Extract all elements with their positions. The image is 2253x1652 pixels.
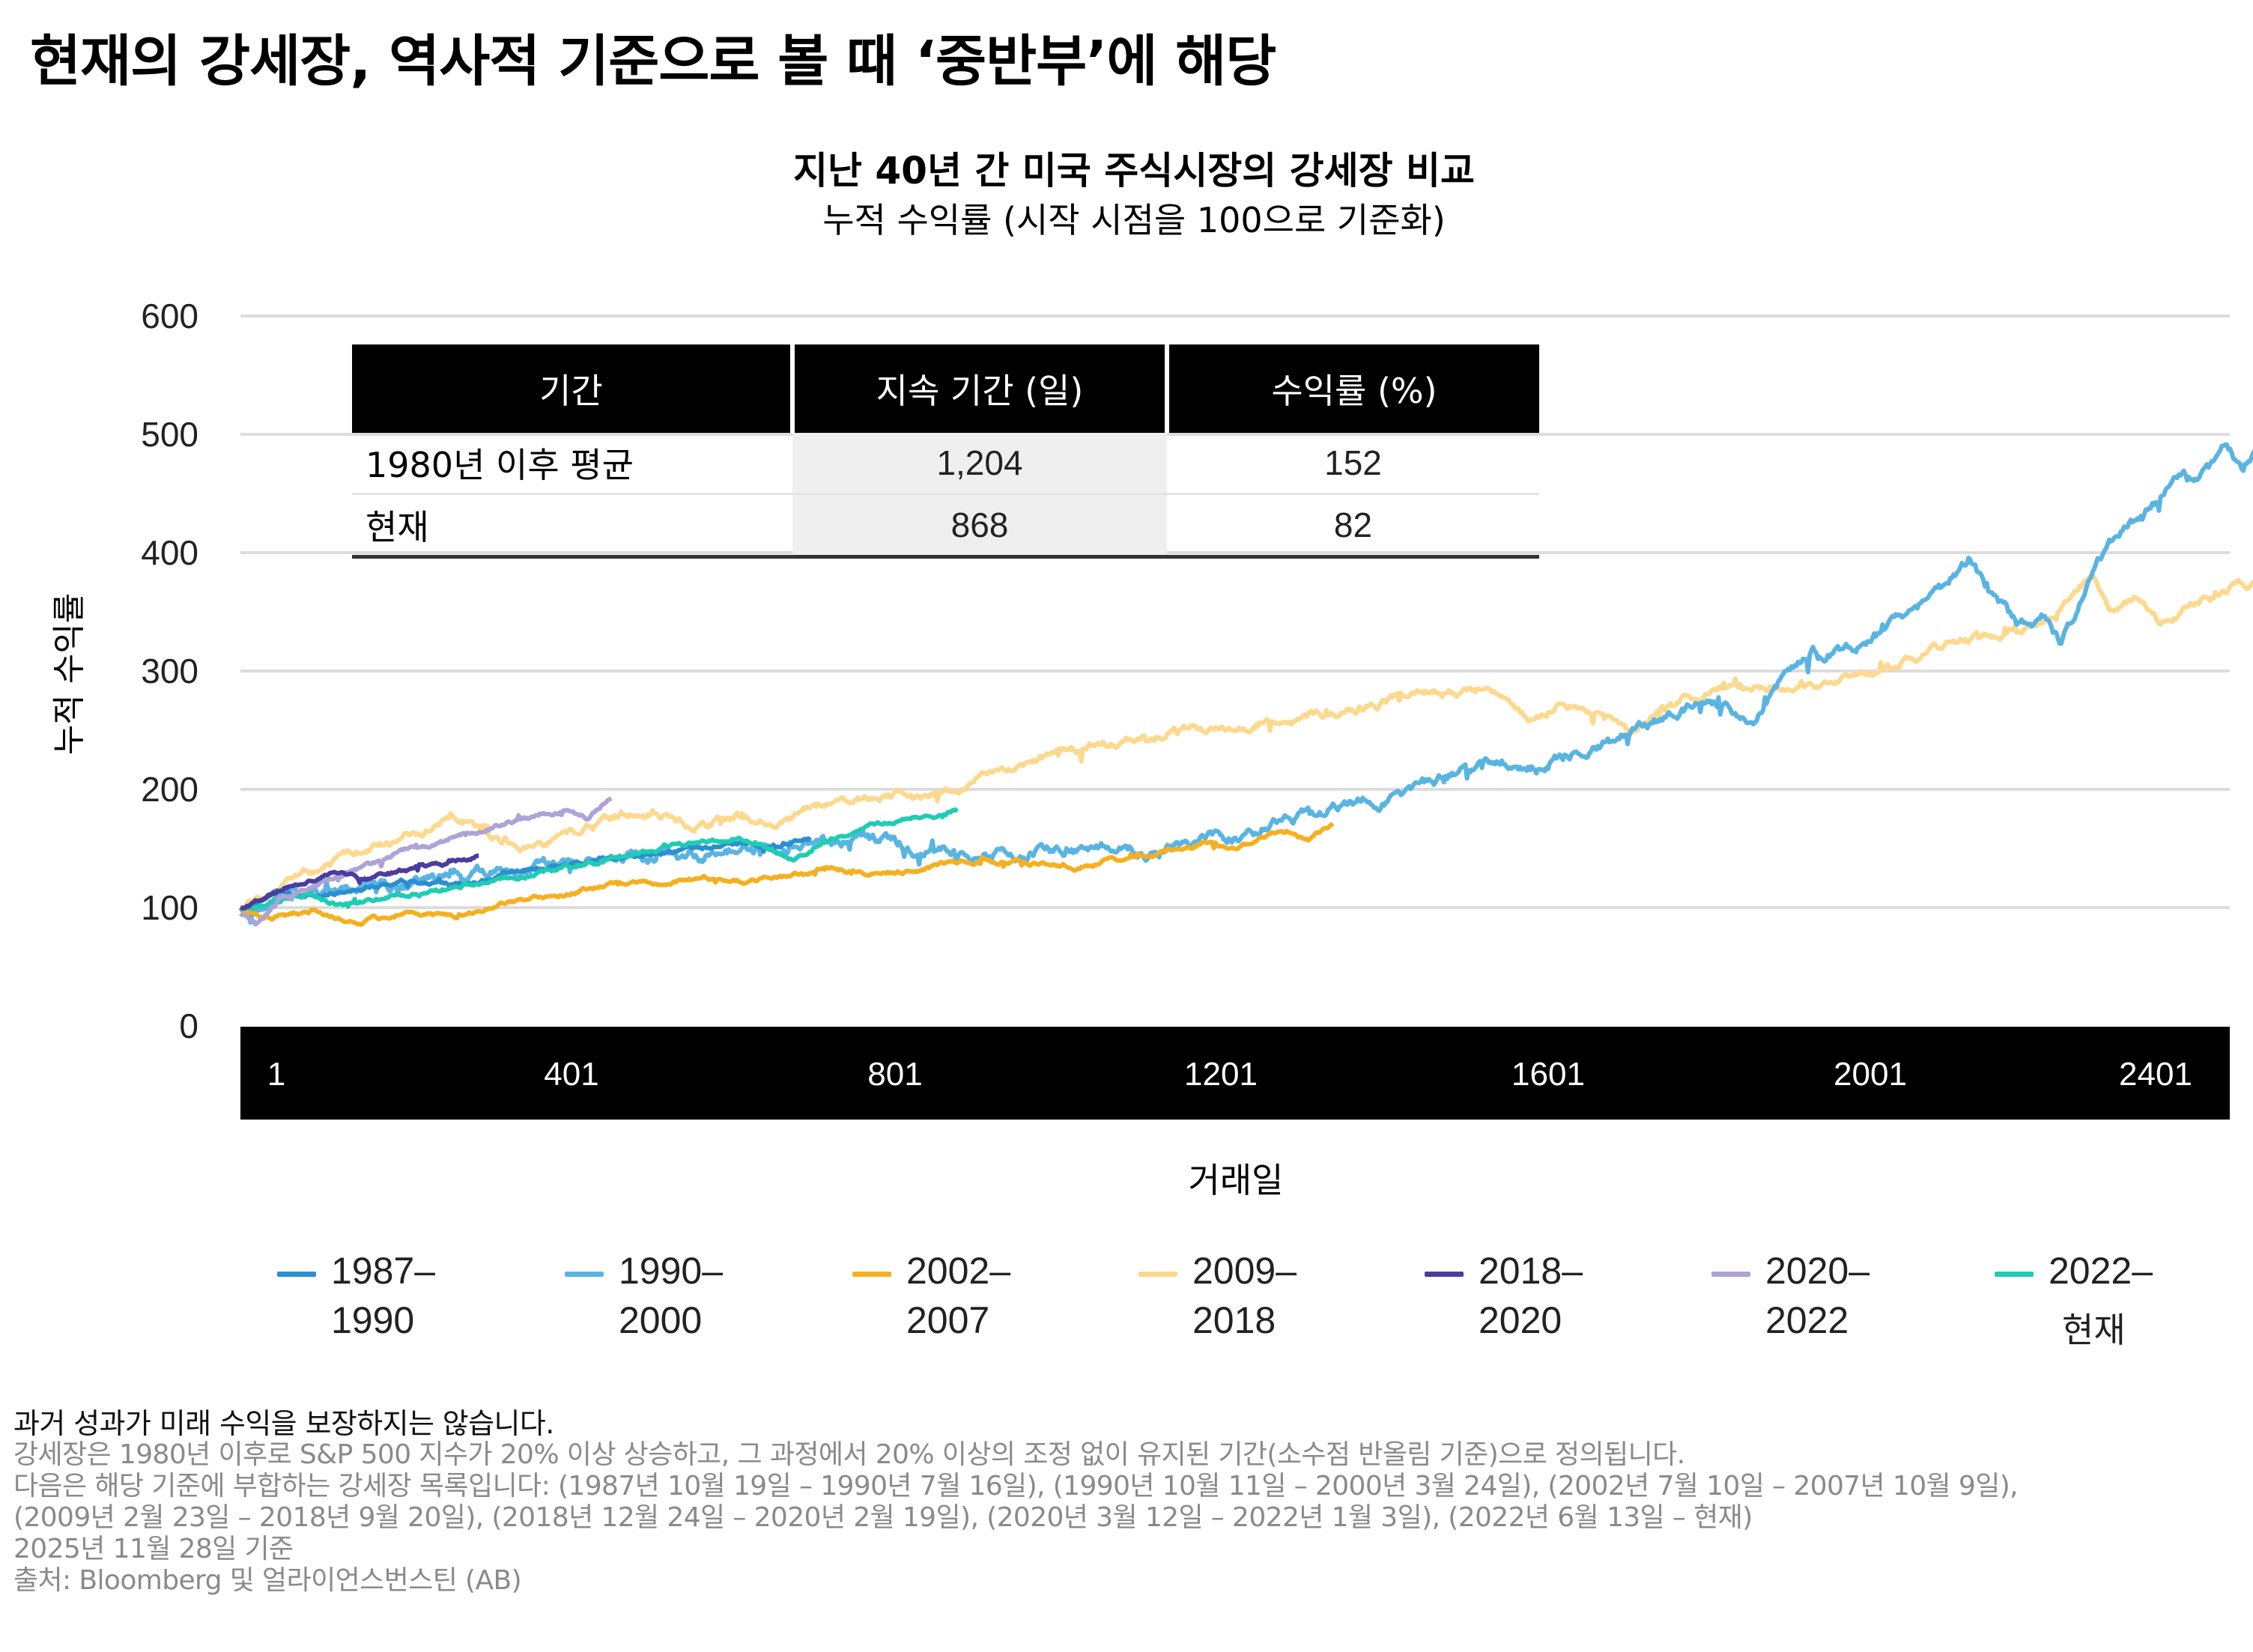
disclaimer: 과거 성과가 미래 수익을 보장하지는 않습니다. xyxy=(13,1407,554,1440)
legend-label-start: 2018– xyxy=(1479,1250,1583,1292)
header-period: 기간 xyxy=(352,344,792,433)
x-tick-label: 2001 xyxy=(1834,1056,1907,1093)
legend-label-start: 1990– xyxy=(619,1250,724,1292)
series-line-2020–2022 xyxy=(239,796,613,927)
chart-subtitle: 누적 수익률 (시작 시점을 100으로 기준화) xyxy=(822,200,1446,240)
y-axis-ticks: 0 100 200 300 400 500 600 xyxy=(141,297,198,1045)
series-line-2022–현재 xyxy=(238,807,959,912)
x-tick-label: 1 xyxy=(267,1056,285,1093)
legend-label-end: 2007 xyxy=(906,1299,990,1341)
x-tick-label: 401 xyxy=(544,1056,598,1093)
y-tick-label: 300 xyxy=(141,652,198,690)
x-tick-label: 1201 xyxy=(1184,1056,1258,1093)
y-tick-label: 600 xyxy=(141,297,198,335)
series-line-1987–1990 xyxy=(239,836,812,911)
legend-swatch xyxy=(1711,1272,1750,1277)
series-line-2009–2018 xyxy=(238,572,2253,913)
legend-swatch xyxy=(1138,1272,1177,1277)
footnotes: 과거 성과가 미래 수익을 보장하지는 않습니다. 강세장은 1980년 이후로… xyxy=(13,1408,2246,1597)
duration-value: 868 xyxy=(792,494,1167,559)
legend-label-end: 2022 xyxy=(1765,1299,1849,1341)
x-tick-label: 1601 xyxy=(1511,1056,1585,1093)
legend-swatch xyxy=(1995,1272,2034,1277)
legend: 1987– 1990 1990– 2000 2002– 2007 2009– 2… xyxy=(277,1249,2225,1354)
legend-label-end: 2018 xyxy=(1192,1299,1276,1341)
series-line-2018–2020 xyxy=(240,853,479,911)
legend-swatch xyxy=(852,1272,891,1277)
x-axis-ticks: 1 401 801 1201 1601 2001 2401 xyxy=(267,1056,2192,1093)
duration-value: 1,204 xyxy=(792,433,1167,495)
legend-label-start: 1987– xyxy=(331,1250,436,1292)
legend-label-start: 2002– xyxy=(906,1250,1011,1292)
table-row: 1980년 이후 평균 1,204 152 xyxy=(352,433,1539,495)
line-chart: 0 100 200 300 400 500 600 1 401 801 1201 1601 2001 2… xyxy=(141,297,2253,1120)
header-return: 수익률 (%) xyxy=(1165,344,1539,433)
x-tick-label: 801 xyxy=(867,1056,922,1093)
y-tick-label: 0 xyxy=(179,1006,198,1045)
table-header-row: 기간 지속 기간 (일) 수익률 (%) xyxy=(352,344,1539,433)
chart-title: 지난 40년 간 미국 주식시장의 강세장 비교 xyxy=(792,149,1476,192)
footnote-list: 다음은 해당 기준에 부합하는 강세장 목록입니다: (1987년 10월 19… xyxy=(13,1471,2019,1501)
legend-swatch xyxy=(1425,1272,1464,1277)
row-label: 현재 xyxy=(352,494,792,559)
row-label: 1980년 이후 평균 xyxy=(352,433,792,495)
x-tick-label: 2401 xyxy=(2119,1056,2192,1093)
table-row: 현재 868 82 xyxy=(352,494,1539,559)
y-tick-label: 400 xyxy=(141,533,198,572)
legend-label-end: 1990 xyxy=(331,1299,415,1341)
return-value: 152 xyxy=(1167,433,1539,495)
y-tick-label: 100 xyxy=(141,888,198,927)
legend-label-end: 2000 xyxy=(619,1299,703,1341)
return-value: 82 xyxy=(1167,494,1539,559)
legend-swatch xyxy=(565,1272,604,1277)
legend-label-start: 2022– xyxy=(2049,1250,2153,1292)
page-title: 현재의 강세장, 역사적 기준으로 볼 때 ‘중반부’에 해당 xyxy=(30,29,1276,94)
summary-table: 기간 지속 기간 (일) 수익률 (%) 1980년 이후 평균 1,204 1… xyxy=(352,344,1539,559)
header-duration: 지속 기간 (일) xyxy=(790,344,1167,433)
legend-label-start: 2020– xyxy=(1765,1250,1870,1292)
y-tick-label: 500 xyxy=(141,415,198,454)
legend-swatch xyxy=(277,1272,316,1277)
footnote-list-continued: (2009년 2월 23일 – 2018년 9월 20일), (2018년 12… xyxy=(13,1502,1753,1533)
legend-label-start: 2009– xyxy=(1192,1250,1297,1292)
legend-label-end: 현재 xyxy=(2062,1310,2126,1350)
y-tick-label: 200 xyxy=(141,770,198,809)
x-axis-label: 거래일 xyxy=(1188,1160,1284,1200)
footnote-source: 출처: Bloomberg 및 얼라이언스번스틴 (AB) xyxy=(13,1565,522,1596)
series-line-2002–2007 xyxy=(238,822,1335,927)
series-lines xyxy=(238,442,2253,927)
footnote-definition: 강세장은 1980년 이후로 S&P 500 지수가 20% 이상 상승하고, … xyxy=(13,1439,1685,1470)
legend-label-end: 2020 xyxy=(1479,1299,1562,1341)
x-axis-bar xyxy=(240,1027,2230,1120)
footnote-date: 2025년 11월 28일 기준 xyxy=(13,1534,294,1564)
